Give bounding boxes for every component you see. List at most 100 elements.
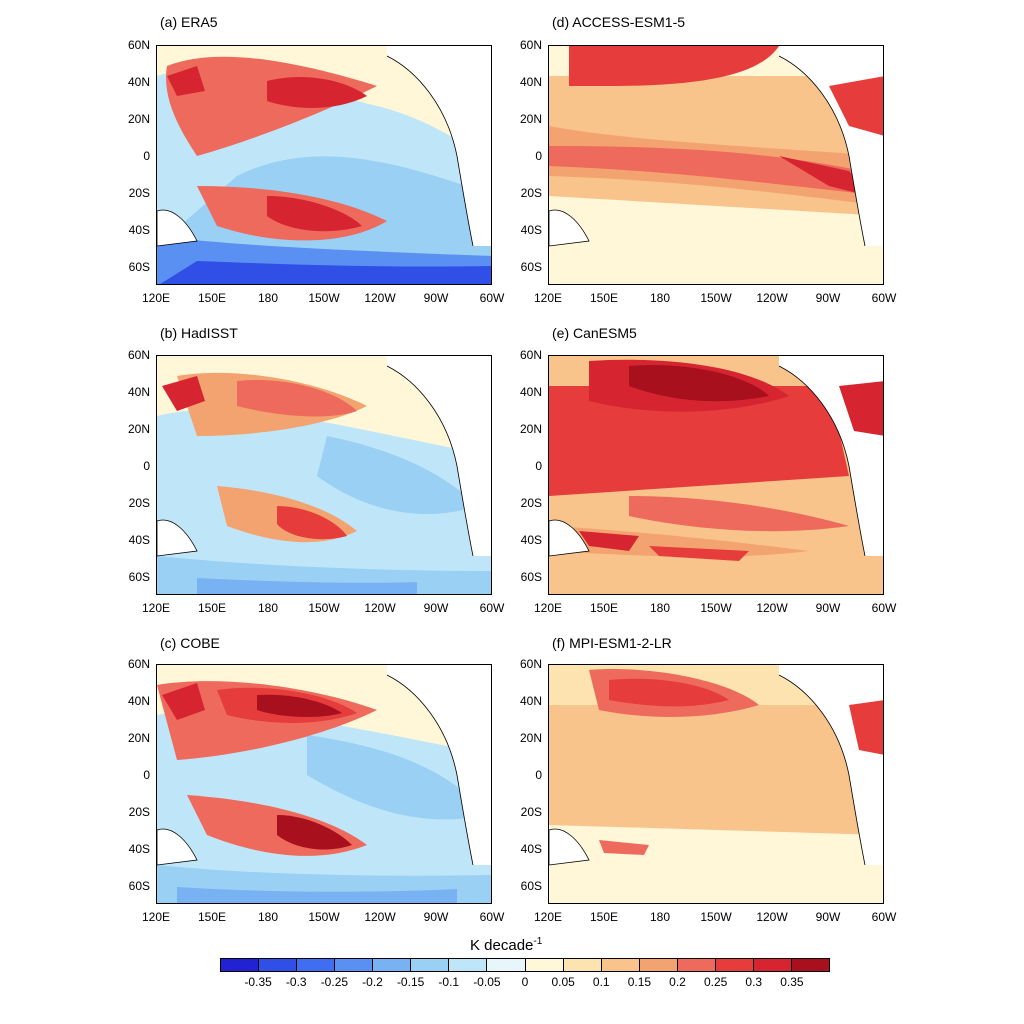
lon-tick-label: 120W xyxy=(364,291,396,305)
lat-tick-label: 20N xyxy=(519,421,542,436)
colorbar-tick-label: 0.3 xyxy=(745,975,763,989)
panel-title: (d) ACCESS-ESM1-5 xyxy=(552,14,686,30)
lon-tick-label: 90W xyxy=(423,910,449,924)
lon-tick-label: 120W xyxy=(756,910,788,924)
colorbar-tick-label: 0.15 xyxy=(627,975,652,989)
lon-tick-label: 150W xyxy=(700,910,732,924)
lon-tick-label: 90W xyxy=(815,291,841,305)
colorbar-swatch xyxy=(411,958,450,972)
colorbar-tick-label: 0.1 xyxy=(592,975,610,989)
lon-tick-label: 60W xyxy=(479,601,505,615)
colorbar-tick-label: -0.15 xyxy=(396,975,425,989)
lon-tick-label: 150E xyxy=(197,910,227,924)
colorbar-swatch xyxy=(487,958,526,972)
lat-tick-label: 40S xyxy=(520,222,542,237)
colorbar-tick-label: -0.35 xyxy=(244,975,272,989)
lat-tick-label: 20S xyxy=(128,185,150,200)
map-plot-cobe xyxy=(156,664,492,904)
map-plot-access-esm1-5 xyxy=(548,45,884,285)
lat-tick-label: 60N xyxy=(519,657,542,671)
lon-tick-label: 150W xyxy=(700,601,732,615)
colorbar-swatch xyxy=(715,958,754,972)
colorbar-tick-label: -0.3 xyxy=(285,975,307,989)
colorbar-swatch xyxy=(373,958,412,972)
lat-tick-label: 60N xyxy=(127,657,150,671)
lat-tick-label: 40N xyxy=(127,74,150,89)
lat-tick-label: 60N xyxy=(127,348,150,362)
lat-tick-label: 40S xyxy=(128,222,150,237)
colorbar-swatch xyxy=(791,958,830,972)
lon-tick-label: 90W xyxy=(815,910,841,924)
panel-title: (b) HadISST xyxy=(160,325,238,341)
lat-tick-label: 40N xyxy=(519,693,542,708)
lat-tick-label: 60S xyxy=(520,259,542,274)
colorbar-swatch xyxy=(563,958,602,972)
lat-tick-label: 20S xyxy=(520,495,542,510)
lon-tick-label: 180 xyxy=(257,601,279,615)
lat-tick-label: 20N xyxy=(127,730,150,745)
panel-title: (a) ERA5 xyxy=(160,14,218,30)
colorbar-tick-label: -0.05 xyxy=(473,975,501,989)
lat-tick-label: 20N xyxy=(519,111,542,126)
lat-tick-label: 0 xyxy=(143,148,150,163)
lon-tick-label: 120E xyxy=(533,910,563,924)
colorbar-swatch xyxy=(449,958,488,972)
lat-tick-label: 40S xyxy=(128,841,150,856)
lon-tick-label: 60W xyxy=(871,910,897,924)
colorbar-tick-label: -0.25 xyxy=(320,975,349,989)
lat-tick-label: 0 xyxy=(535,767,542,782)
lat-tick-label: 40S xyxy=(520,841,542,856)
lon-tick-label: 150E xyxy=(589,291,619,305)
lon-tick-label: 180 xyxy=(257,910,279,924)
colorbar-tick-label: 0.25 xyxy=(703,975,728,989)
lat-tick-label: 20N xyxy=(519,730,542,745)
lon-tick-label: 150E xyxy=(197,291,227,305)
lon-tick-label: 150W xyxy=(308,601,340,615)
lon-tick-label: 150E xyxy=(589,601,619,615)
map-plot-mpi-esm1-2-lr xyxy=(548,664,884,904)
lat-tick-label: 60S xyxy=(520,569,542,584)
lon-tick-label: 90W xyxy=(423,601,449,615)
colorbar-swatch xyxy=(639,958,678,972)
lon-tick-label: 150E xyxy=(589,910,619,924)
lon-tick-label: 120E xyxy=(533,291,563,305)
lat-tick-label: 20S xyxy=(128,804,150,819)
lon-tick-label: 120W xyxy=(364,601,396,615)
lat-tick-label: 40S xyxy=(520,532,542,547)
lat-tick-label: 60S xyxy=(520,878,542,893)
lon-tick-label: 120W xyxy=(756,601,788,615)
lon-tick-label: 150E xyxy=(197,601,227,615)
lat-tick-label: 60S xyxy=(128,259,150,274)
lon-tick-label: 60W xyxy=(479,291,505,305)
lon-tick-label: 120E xyxy=(141,910,171,924)
lat-tick-label: 20N xyxy=(127,421,150,436)
lon-tick-label: 120W xyxy=(364,910,396,924)
lon-tick-label: 150W xyxy=(700,291,732,305)
lon-tick-label: 120E xyxy=(141,291,171,305)
map-plot-canesm5 xyxy=(548,355,884,595)
lat-tick-label: 20S xyxy=(128,495,150,510)
colorbar xyxy=(220,958,830,972)
lat-tick-label: 60N xyxy=(127,38,150,52)
lon-tick-label: 60W xyxy=(479,910,505,924)
lon-tick-label: 180 xyxy=(649,601,671,615)
map-plot-hadisst xyxy=(156,355,492,595)
colorbar-tick-label: -0.1 xyxy=(438,975,460,989)
lat-tick-label: 0 xyxy=(143,458,150,473)
colorbar-tick-label: 0.2 xyxy=(669,975,686,989)
panel-title: (f) MPI-ESM1-2-LR xyxy=(552,635,672,651)
lat-tick-label: 40S xyxy=(128,532,150,547)
map-plot-era5 xyxy=(156,45,492,285)
colorbar-swatch xyxy=(297,958,336,972)
lat-tick-label: 60N xyxy=(519,348,542,362)
colorbar-title: K decade-1 xyxy=(470,936,542,954)
colorbar-tick-label: -0.2 xyxy=(362,975,383,989)
lat-tick-label: 0 xyxy=(535,148,542,163)
lat-tick-label: 20S xyxy=(520,804,542,819)
colorbar-tick-label: 0.05 xyxy=(551,975,575,989)
panel-title: (c) COBE xyxy=(160,635,220,651)
lat-tick-label: 0 xyxy=(143,767,150,782)
panel-title: (e) CanESM5 xyxy=(552,325,637,341)
lon-tick-label: 120W xyxy=(756,291,788,305)
lon-tick-label: 90W xyxy=(815,601,841,615)
